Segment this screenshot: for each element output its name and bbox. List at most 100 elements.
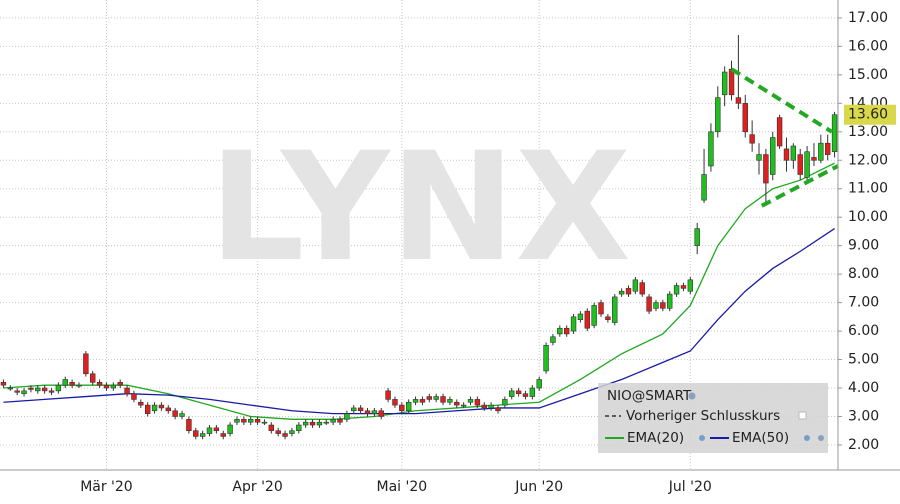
candle-body xyxy=(467,399,474,403)
candle-body xyxy=(275,430,281,434)
candle-body xyxy=(357,407,364,412)
candle-body xyxy=(550,336,556,343)
candle-body xyxy=(776,117,783,147)
candle-body xyxy=(646,296,652,312)
candle-body xyxy=(392,399,398,406)
candle-body xyxy=(62,379,68,386)
indicator-line xyxy=(3,228,835,415)
legend-icon xyxy=(818,435,824,441)
candle-body xyxy=(426,396,433,400)
candle-body xyxy=(474,399,481,406)
candle-body xyxy=(199,433,206,437)
y-tick-label: 5.00 xyxy=(848,352,879,368)
candle-body xyxy=(797,154,803,175)
candle-body xyxy=(502,399,508,406)
candle-body xyxy=(660,302,666,309)
candle-body xyxy=(625,288,632,295)
candle-body xyxy=(302,421,309,426)
candle-body xyxy=(316,421,323,426)
candle-body xyxy=(763,154,769,184)
candle-body xyxy=(0,382,7,386)
candle-body xyxy=(165,407,171,412)
y-tick-label: 13.00 xyxy=(848,124,888,140)
candle-body xyxy=(509,390,515,397)
candle-body xyxy=(749,134,755,144)
y-tick-label: 8.00 xyxy=(848,266,879,282)
candle-body xyxy=(90,373,96,383)
grid xyxy=(0,0,838,470)
candle-body xyxy=(818,142,824,161)
candle-body xyxy=(756,154,762,161)
candle-body xyxy=(364,410,371,414)
candle-body xyxy=(721,71,728,96)
candle-body xyxy=(639,282,645,295)
candles xyxy=(0,35,838,440)
axis: 2.00 3.00 4.00 5.00 6.00 7.00 8.00 9.00 10.00 11.… xyxy=(80,10,896,495)
candle-body xyxy=(206,427,213,434)
legend-icon xyxy=(804,435,810,441)
candle-body xyxy=(35,387,41,392)
candle-body xyxy=(632,279,639,292)
candle-body xyxy=(680,285,687,289)
candle-body xyxy=(536,379,542,389)
candle-body xyxy=(454,401,460,406)
last-price-label: 13.60 xyxy=(848,107,888,123)
watermark: LYNX xyxy=(209,121,631,295)
candle-body xyxy=(460,404,467,407)
candle-body xyxy=(234,419,240,423)
candle-body xyxy=(790,145,797,161)
candle-body xyxy=(598,302,604,315)
candle-body xyxy=(742,103,748,133)
y-tick-label: 15.00 xyxy=(848,67,888,83)
candle-body xyxy=(179,413,185,417)
candle-body xyxy=(7,387,14,390)
candle-body xyxy=(811,157,817,161)
candle-body xyxy=(21,390,27,395)
candle-body xyxy=(584,310,590,329)
y-tick-label: 17.00 xyxy=(848,10,888,26)
legend-label: Vorheriger Schlusskurs xyxy=(626,408,780,424)
candle-body xyxy=(612,296,618,323)
candle-body xyxy=(715,97,721,133)
candle-body xyxy=(117,382,123,386)
candle-body xyxy=(735,97,742,104)
candle-body xyxy=(728,68,735,96)
candle-body xyxy=(694,228,700,246)
candle-body xyxy=(399,404,405,412)
legend-label: EMA(20) xyxy=(627,430,684,446)
candle-body xyxy=(770,137,776,175)
candle-body xyxy=(378,410,384,417)
candle-body xyxy=(55,384,62,392)
candle-body xyxy=(138,401,144,406)
candle-body xyxy=(419,399,426,403)
candle-body xyxy=(172,410,178,417)
y-tick-label: 16.00 xyxy=(848,38,888,54)
legend: NIO@SMART Vorheriger Schlusskurs EMA(20)… xyxy=(598,383,828,453)
indicator-line xyxy=(3,162,835,420)
candle-body xyxy=(227,424,233,434)
candle-body xyxy=(653,302,659,309)
candle-body xyxy=(124,387,130,395)
candle-body xyxy=(131,393,137,400)
candle-body xyxy=(261,421,268,424)
candle-body xyxy=(193,430,199,437)
legend-box xyxy=(598,383,828,453)
candle-body xyxy=(824,142,831,155)
candle-body xyxy=(557,327,563,335)
x-tick-label: Mär '20 xyxy=(80,479,133,495)
candle-body xyxy=(330,419,336,423)
legend-icon xyxy=(699,435,705,441)
candle-body xyxy=(543,345,549,372)
candle-body xyxy=(14,390,20,393)
candle-body xyxy=(515,390,522,395)
candle-body xyxy=(186,419,192,432)
candle-body xyxy=(213,427,220,432)
y-tick-label: 10.00 xyxy=(848,209,888,225)
candle-body xyxy=(522,393,529,397)
candle-body xyxy=(323,421,329,424)
candle-body xyxy=(673,285,680,295)
trendline xyxy=(730,67,833,134)
candle-body xyxy=(701,174,707,201)
candle-body xyxy=(282,433,288,437)
